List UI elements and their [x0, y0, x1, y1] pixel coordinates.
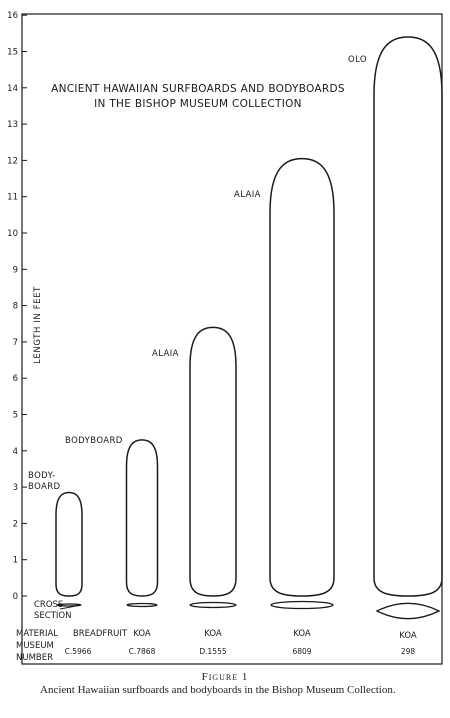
board-museum-number: C.7868	[129, 647, 156, 656]
y-tick-label: 0	[13, 592, 18, 602]
board-outline	[125, 439, 159, 597]
y-tick-label: 5	[13, 411, 18, 421]
y-tick-label: 8	[13, 302, 18, 312]
board-museum-number: D.1555	[199, 647, 226, 656]
cross-section-line2: SECTION	[34, 611, 71, 621]
board-type-label: BODYBOARD	[65, 436, 123, 446]
board-museum-number: C.5966	[65, 647, 92, 656]
surfboard-chart: ANCIENT HAWAIIAN SURFBOARDS AND BODYBOAR…	[7, 11, 443, 665]
board-cross-section	[375, 602, 441, 620]
board-cross-section	[189, 601, 237, 609]
y-tick-label: 10	[7, 229, 18, 239]
board-cross-section	[270, 600, 334, 610]
board-museum-number: 298	[401, 647, 416, 656]
board-material: KOA	[133, 629, 151, 639]
y-tick-label: 7	[13, 338, 18, 348]
board-type-label: ALAIA	[152, 349, 179, 359]
chart-title-line1: ANCIENT HAWAIIAN SURFBOARDS AND BODYBOAR…	[51, 83, 345, 95]
row-label-material: MATERIAL	[16, 629, 58, 639]
y-tick-label: 15	[7, 48, 18, 58]
board-type-label: ALAIA	[234, 190, 261, 200]
board-outline	[373, 36, 443, 597]
figure-label: Figure 1	[201, 671, 249, 683]
cross-section-label: CROSS SECTION	[34, 600, 71, 621]
board-outline	[269, 157, 335, 597]
y-tick-label: 12	[7, 156, 18, 166]
board-material: BREADFRUIT	[73, 629, 128, 639]
chart-title-line2: IN THE BISHOP MUSEUM COLLECTION	[94, 98, 302, 110]
cross-section-arrow	[59, 605, 77, 610]
y-tick-label: 3	[13, 483, 18, 493]
board-type-label: BOARD	[28, 482, 61, 492]
board-outline	[55, 491, 83, 597]
board-cross-section	[126, 602, 158, 608]
row-label-museum: MUSEUM	[16, 641, 54, 651]
y-tick-label: 1	[13, 556, 18, 566]
board-type-label: BODY-	[28, 471, 56, 481]
y-tick-label: 6	[13, 374, 18, 384]
y-tick-label: 4	[13, 447, 18, 457]
board-material: KOA	[399, 631, 417, 641]
row-label-number: NUMBER	[16, 653, 53, 663]
y-tick-label: 2	[13, 519, 18, 529]
board-outline	[189, 326, 237, 597]
board-material: KOA	[204, 629, 222, 639]
y-tick-label: 11	[7, 193, 18, 203]
board-type-label: OLO	[348, 55, 367, 65]
y-tick-label: 14	[7, 84, 18, 94]
board-museum-number: 6809	[292, 647, 311, 656]
board-cross-section	[56, 603, 82, 607]
board-material: KOA	[293, 629, 311, 639]
y-tick-label: 9	[13, 265, 18, 275]
boards-group: BODY-BOARD BREADFRUIT C.5966 BODYBOARD KOA C.…	[28, 36, 443, 656]
y-tick-label: 13	[7, 120, 18, 130]
figure-caption: Ancient Hawaiian surfboards and bodyboar…	[40, 684, 396, 696]
cross-section-line1: CROSS	[34, 600, 63, 610]
y-tick-label: 16	[7, 11, 18, 21]
y-axis-label: LENGTH IN FEET	[33, 286, 43, 364]
